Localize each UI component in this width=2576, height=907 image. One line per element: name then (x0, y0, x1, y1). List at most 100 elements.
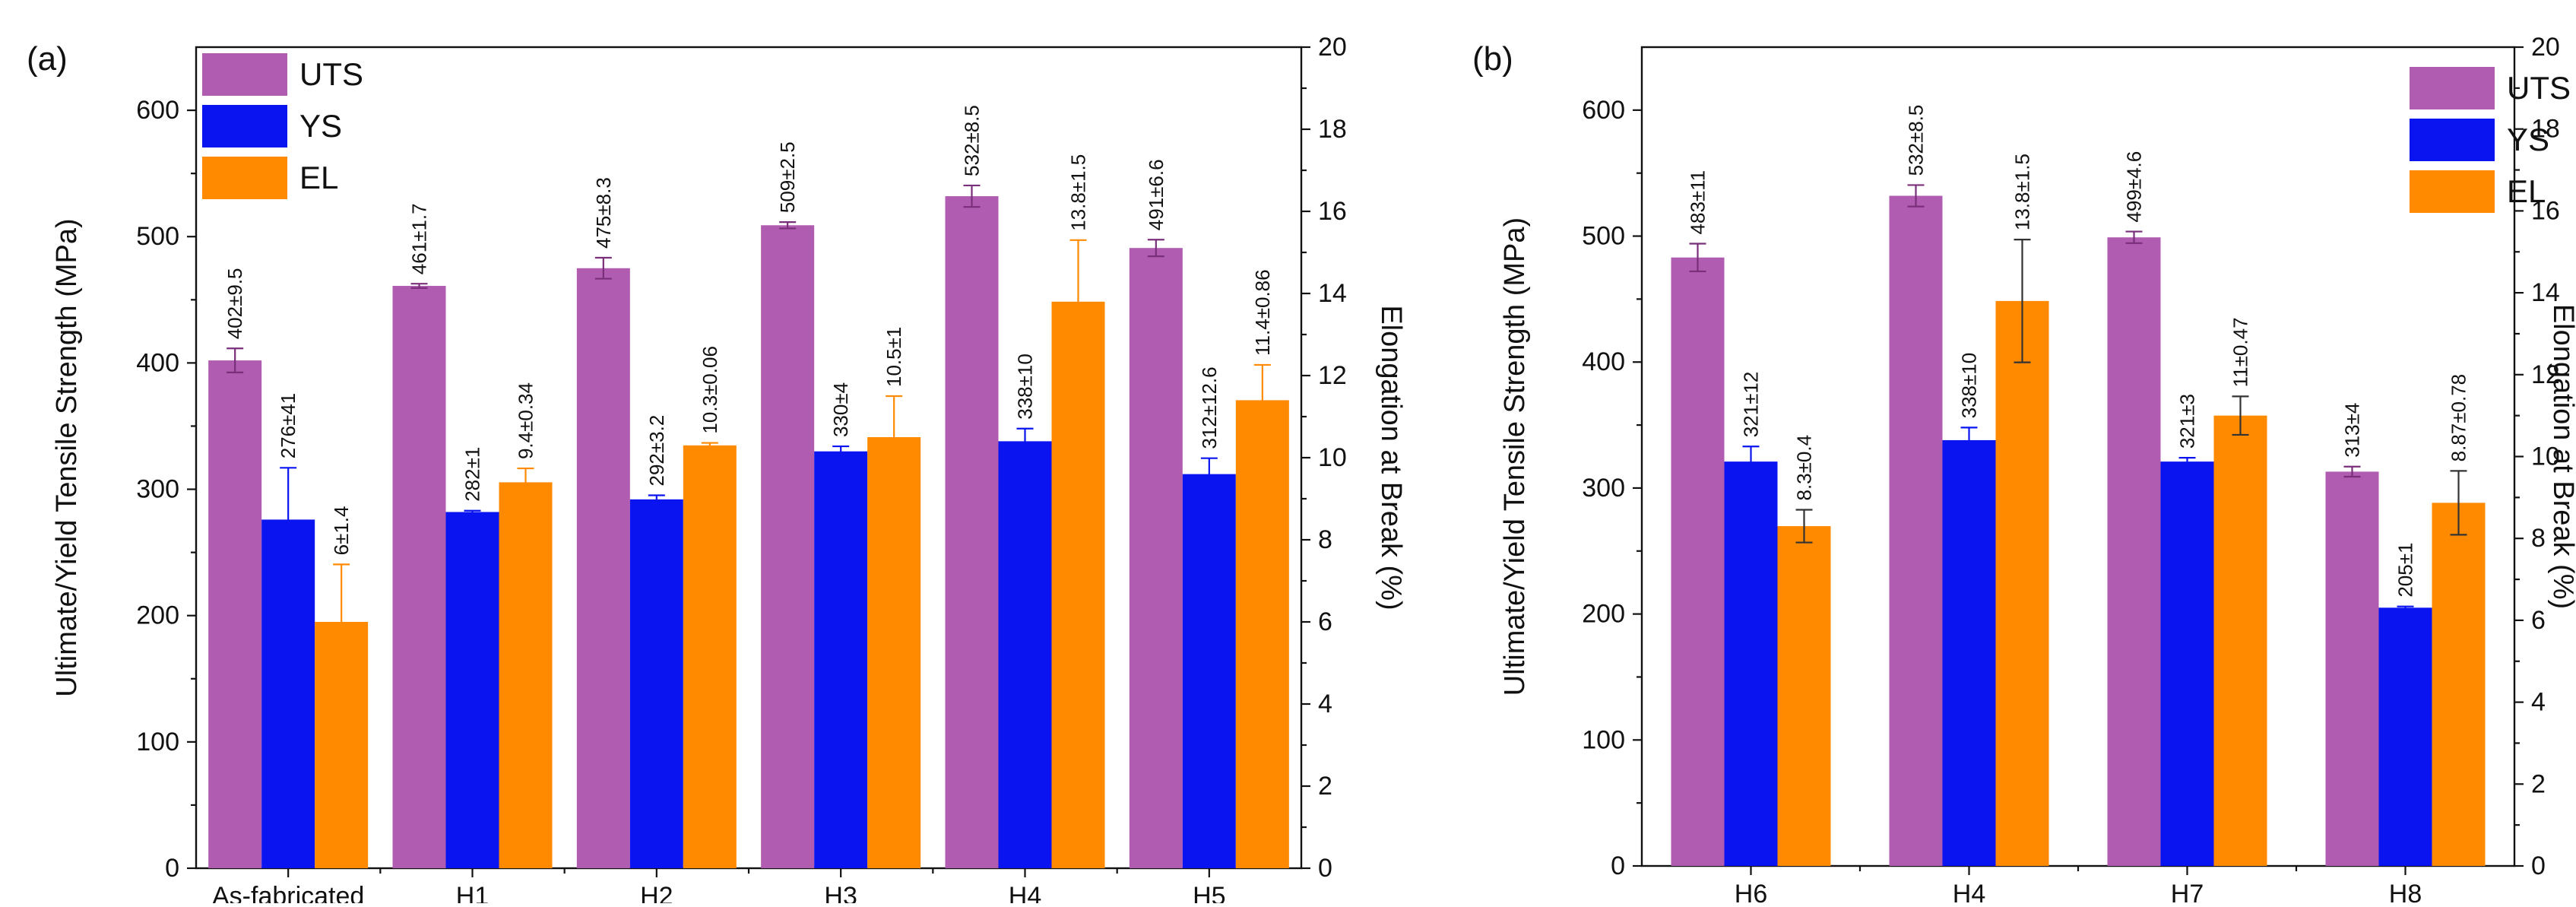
y-right-tick-label: 8 (2531, 524, 2546, 553)
legend-swatch-ys (2410, 119, 2495, 161)
bar-ys (998, 441, 1052, 868)
data-label-el: 10.3±0.06 (699, 346, 721, 433)
y-right-tick-label: 16 (2531, 196, 2560, 225)
data-label-ys: 321±3 (2176, 394, 2199, 449)
bar-el (1235, 400, 1289, 868)
y-right-tick-label: 4 (1318, 690, 1332, 718)
data-label-ys: 292±3.2 (645, 415, 668, 487)
bar-ys (261, 519, 315, 868)
y-left-tick-label: 400 (1582, 347, 1625, 376)
data-label-uts: 402±9.5 (223, 268, 246, 339)
bar-uts (1671, 257, 1725, 866)
y-axis-right-label: Elongation at Break (%) (1375, 305, 1407, 610)
panel-label: (b) (1472, 40, 1513, 78)
legend-swatch-el (2410, 170, 2495, 213)
bar-uts (392, 286, 446, 868)
data-label-el: 13.8±1.5 (1067, 154, 1090, 231)
bar-el (2432, 503, 2486, 866)
legend-label: UTS (2507, 70, 2571, 106)
legend-label: YS (2507, 122, 2549, 157)
y-left-tick-label: 300 (1582, 474, 1625, 503)
panel-label: (a) (27, 40, 68, 78)
legend-swatch-el (202, 157, 287, 199)
bar-uts (1889, 195, 1943, 866)
legend-label: UTS (299, 56, 363, 92)
data-label-el: 13.8±1.5 (2011, 154, 2034, 230)
chart-panel-1: 0 100 200 300 400 500 600 0 2 4 6 8 10 12 14 16 18 20 Ulti… (1472, 33, 2576, 907)
y-right-tick-label: 18 (2531, 115, 2560, 144)
bar-uts (761, 225, 815, 868)
bar-uts (1129, 248, 1183, 869)
x-tick-label: H8 (2389, 880, 2422, 903)
y-right-tick-label: 12 (2531, 360, 2560, 389)
data-label-ys: 338±10 (1958, 353, 1981, 419)
x-tick-label: H7 (2171, 880, 2204, 903)
y-left-tick-label: 100 (1582, 725, 1625, 754)
x-tick-label: H5 (1193, 882, 1225, 903)
bar-el (683, 445, 737, 868)
data-label-el: 8.87±0.78 (2448, 374, 2470, 461)
x-tick-label: H6 (1735, 880, 1767, 903)
legend-swatch-ys (202, 105, 287, 147)
data-label-ys: 205±1 (2394, 543, 2417, 598)
x-tick-label: H4 (1009, 882, 1041, 903)
y-right-tick-label: 6 (1318, 607, 1332, 636)
data-label-uts: 491±6.6 (1145, 159, 1168, 230)
data-label-el: 11.4±0.86 (1251, 269, 1274, 356)
bar-el (499, 482, 553, 868)
x-tick-label: H4 (1953, 880, 1985, 903)
legend: UTS YS EL (2410, 67, 2571, 213)
data-label-ys: 276±41 (277, 393, 299, 459)
y-right-tick-label: 12 (1318, 361, 1347, 390)
bar-el (867, 437, 921, 868)
y-right-tick-label: 14 (2531, 278, 2560, 307)
y-left-tick-label: 500 (1582, 222, 1625, 251)
y-left-tick-label: 0 (1611, 852, 1625, 880)
data-label-uts: 509±2.5 (776, 141, 799, 213)
data-label-el: 6±1.4 (330, 506, 353, 556)
data-label-ys: 338±10 (1014, 354, 1037, 420)
y-right-tick-label: 18 (1318, 115, 1347, 144)
data-label-ys: 282±1 (461, 447, 484, 502)
y-left-tick-label: 600 (1582, 96, 1625, 125)
bar-el (1777, 526, 1831, 866)
y-left-tick-label: 100 (136, 728, 179, 756)
data-label-uts: 532±8.5 (961, 105, 984, 176)
x-tick-label: As-fabricated (212, 882, 364, 903)
bar-ys (1942, 439, 1996, 866)
y-left-tick-label: 600 (136, 96, 179, 125)
data-label-ys: 330±4 (829, 382, 852, 437)
y-right-tick-label: 0 (2531, 852, 2546, 880)
x-tick-label: H2 (640, 882, 673, 903)
bar-el (1051, 301, 1105, 868)
y-right-tick-label: 2 (1318, 772, 1332, 801)
y-right-tick-label: 6 (2531, 606, 2546, 635)
bar-ys (1724, 461, 1778, 866)
bar-ys (629, 499, 683, 868)
y-left-tick-label: 200 (136, 601, 179, 630)
data-label-ys: 321±12 (1740, 372, 1763, 438)
legend-swatch-uts (2410, 67, 2495, 109)
y-left-tick-label: 200 (1582, 600, 1625, 629)
bar-ys (2160, 461, 2214, 866)
x-tick-label: H3 (824, 882, 857, 903)
y-axis-right-label: Elongation at Break (%) (2547, 304, 2576, 609)
y-right-tick-label: 20 (2531, 33, 2560, 62)
y-axis-left-label: Ultimate/Yield Tensile Strength (MPa) (51, 218, 83, 696)
data-label-uts: 483±11 (1687, 170, 1709, 235)
y-left-tick-label: 400 (136, 348, 179, 377)
bar-uts (945, 196, 999, 868)
y-right-tick-label: 4 (2531, 688, 2546, 717)
data-label-el: 10.5±1 (882, 327, 905, 387)
legend: UTS YS EL (202, 53, 363, 199)
y-axis-left-label: Ultimate/Yield Tensile Strength (MPa) (1499, 217, 1531, 696)
data-label-ys: 312±12.6 (1198, 366, 1221, 449)
data-label-el: 11±0.47 (2229, 317, 2252, 387)
y-right-tick-label: 2 (2531, 769, 2546, 798)
bar-el (1995, 300, 2049, 866)
data-label-el: 8.3±0.4 (1793, 435, 1816, 501)
y-right-tick-label: 10 (1318, 443, 1347, 472)
y-left-tick-label: 300 (136, 475, 179, 504)
